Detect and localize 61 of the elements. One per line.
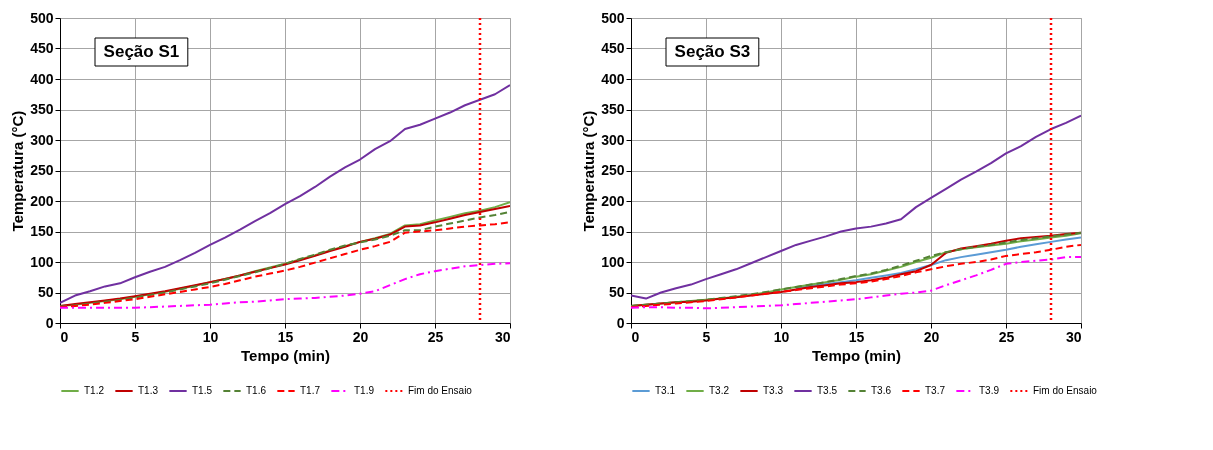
y-tick-label: 50 xyxy=(37,284,54,300)
y-tick-label: 150 xyxy=(601,223,625,239)
y-tick-label: 300 xyxy=(30,131,54,148)
legend-label: T1.7 xyxy=(300,385,321,396)
y-tick-label: 450 xyxy=(30,40,54,56)
legend-label: T3.7 xyxy=(925,385,946,396)
legend-label: T3.2 xyxy=(709,385,730,396)
legend-label: T1.6 xyxy=(246,385,267,396)
legend-label: T3.9 xyxy=(979,385,1000,396)
x-axis-title: Tempo (min) xyxy=(812,346,901,364)
y-tick-label: 0 xyxy=(45,314,54,331)
y-tick-label: 350 xyxy=(30,101,54,117)
legend-label: T1.3 xyxy=(138,385,159,396)
y-tick-label: 400 xyxy=(601,70,625,87)
x-tick-label: 15 xyxy=(848,328,865,345)
y-axis-title: Temperatura (°C) xyxy=(9,110,27,232)
x-tick-label: 20 xyxy=(352,328,369,345)
line-series xyxy=(631,114,1081,300)
y-axis-title: Temperatura (°C) xyxy=(580,110,598,232)
y-tick-label: 50 xyxy=(608,284,625,300)
x-tick-label: 20 xyxy=(923,328,940,345)
x-tick-label: 5 xyxy=(702,328,711,345)
x-tick-label: 5 xyxy=(131,328,140,345)
y-tick-label: 200 xyxy=(601,192,625,209)
text: Seção S1 xyxy=(103,42,180,61)
legend-label: T3.1 xyxy=(655,385,676,396)
y-tick-label: 250 xyxy=(30,162,54,178)
text: Seção S3 xyxy=(674,42,751,61)
x-tick-label: 0 xyxy=(60,328,69,345)
y-tick-label: 100 xyxy=(30,253,54,270)
line-series xyxy=(60,262,510,309)
x-tick-label: 0 xyxy=(631,328,640,345)
x-axis-title: Tempo (min) xyxy=(241,346,330,364)
x-tick-label: 25 xyxy=(427,328,444,345)
legend-label: T1.5 xyxy=(192,385,213,396)
y-tick-label: 300 xyxy=(601,131,625,148)
x-tick-label: 15 xyxy=(277,328,294,345)
legend-label: Fim do Ensaio xyxy=(408,385,473,396)
legend-label: T3.6 xyxy=(871,385,892,396)
line-series xyxy=(631,256,1081,310)
x-tick-label: 25 xyxy=(998,328,1015,345)
y-tick-label: 450 xyxy=(601,40,625,56)
y-tick-label: 0 xyxy=(616,314,625,331)
x-tick-label: 10 xyxy=(773,328,790,345)
legend-label: T3.5 xyxy=(817,385,838,396)
y-tick-label: 500 xyxy=(601,9,625,26)
y-tick-label: 200 xyxy=(30,192,54,209)
x-tick-label: 30 xyxy=(1065,328,1082,345)
y-tick-label: 500 xyxy=(30,9,54,26)
x-tick-label: 10 xyxy=(202,328,219,345)
y-tick-label: 400 xyxy=(30,70,54,87)
line-series xyxy=(60,84,510,304)
y-tick-label: 100 xyxy=(601,253,625,270)
legend-label: T3.3 xyxy=(763,385,784,396)
y-tick-label: 150 xyxy=(30,223,54,239)
y-tick-label: 350 xyxy=(601,101,625,117)
legend-label: T1.9 xyxy=(354,385,375,396)
x-tick-label: 30 xyxy=(494,328,511,345)
legend-label: Fim do Ensaio xyxy=(1033,385,1098,396)
y-tick-label: 250 xyxy=(601,162,625,178)
legend-label: T1.2 xyxy=(84,385,105,396)
